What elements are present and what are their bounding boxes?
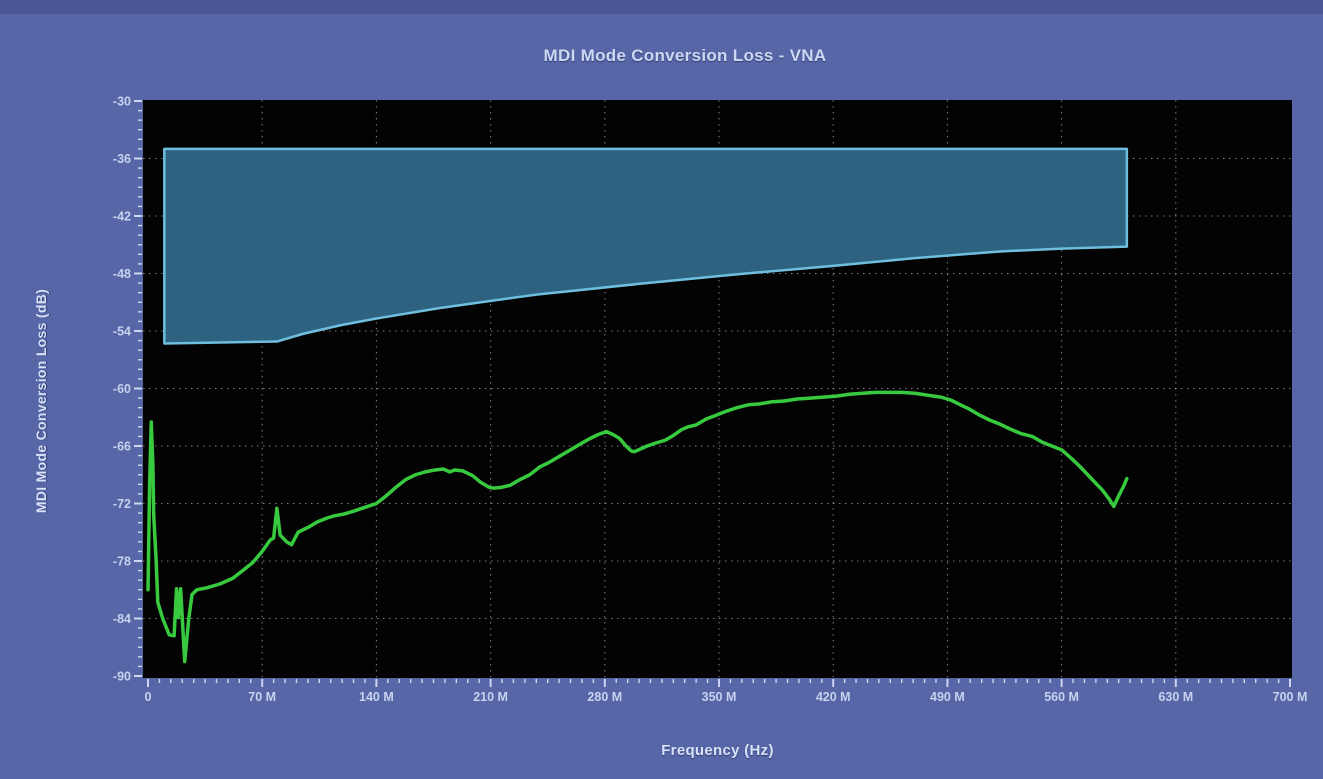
x-tick-label: 700 M <box>1273 690 1308 704</box>
limit-mask-polygon <box>163 147 1129 345</box>
measurement-trace <box>146 390 1129 664</box>
trace-line <box>146 390 1129 664</box>
x-tick-label: 140 M <box>359 690 394 704</box>
y-tick-label: -78 <box>113 555 131 569</box>
y-tick-label: -42 <box>113 210 131 224</box>
y-tick-label: -84 <box>113 612 131 626</box>
y-tick-label: -90 <box>113 670 131 684</box>
x-tick-label: 630 M <box>1158 690 1193 704</box>
y-tick-label: -54 <box>113 325 131 339</box>
chart-title: MDI Mode Conversion Loss - VNA <box>543 46 827 65</box>
y-tick-label: -36 <box>113 152 131 166</box>
limit-mask-region <box>163 147 1129 345</box>
x-axis-title: Frequency (Hz) <box>661 742 774 759</box>
y-tick-label: -48 <box>113 267 131 281</box>
x-tick-label: 350 M <box>702 690 737 704</box>
x-tick-label: 490 M <box>930 690 965 704</box>
x-tick-label: 0 <box>145 690 152 704</box>
x-tick-label: 420 M <box>816 690 851 704</box>
axis-tick-labels: 0 70 M 140 M 210 M 280 M 350 M 420 M 490 M 560 M… <box>113 95 1307 705</box>
y-tick-label: -66 <box>113 440 131 454</box>
window-top-strip <box>0 0 1323 14</box>
y-tick-label: -72 <box>113 497 131 511</box>
x-tick-label: 210 M <box>473 690 508 704</box>
axis-ticks <box>134 100 1291 687</box>
x-tick-label: 280 M <box>587 690 622 704</box>
x-tick-label: 70 M <box>248 690 276 704</box>
y-tick-label: -30 <box>113 95 131 109</box>
y-tick-label: -60 <box>113 382 131 396</box>
x-tick-label: 560 M <box>1044 690 1079 704</box>
